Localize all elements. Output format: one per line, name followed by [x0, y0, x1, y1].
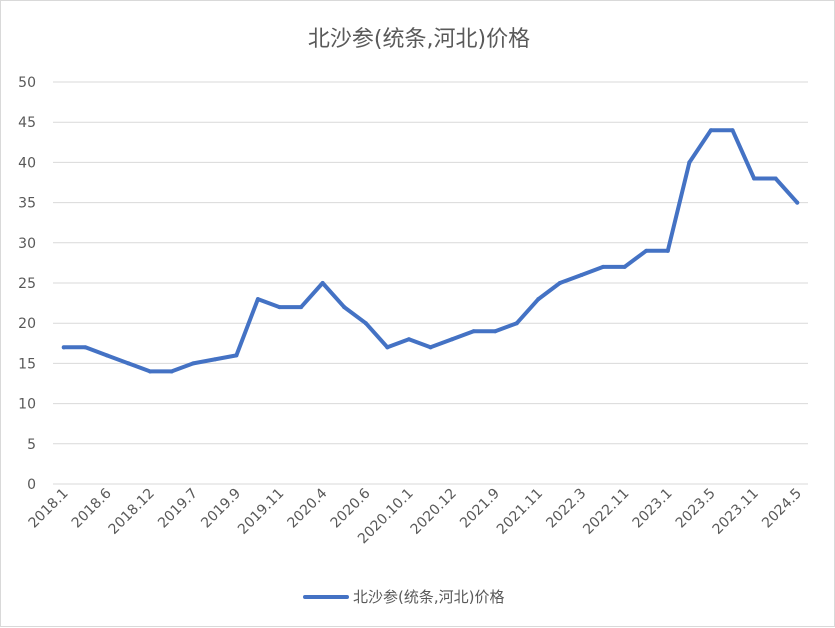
- data-point: [104, 353, 109, 358]
- data-point: [687, 160, 692, 165]
- x-tick-label: 2020.12: [408, 486, 460, 538]
- data-point: [428, 345, 433, 350]
- y-tick-label: 50: [18, 75, 36, 91]
- data-point: [450, 337, 455, 342]
- data-point: [83, 345, 88, 350]
- data-point: [514, 321, 519, 326]
- data-point: [644, 248, 649, 253]
- data-point: [126, 361, 131, 366]
- data-point: [471, 329, 476, 334]
- y-tick-label: 40: [18, 155, 36, 171]
- x-tick-label: 2019.7: [155, 486, 201, 532]
- data-point: [795, 200, 800, 205]
- y-tick-label: 30: [18, 236, 36, 252]
- y-tick-label: 10: [18, 397, 36, 413]
- y-tick-label: 5: [27, 437, 36, 453]
- data-point: [752, 176, 757, 181]
- data-point: [557, 281, 562, 285]
- data-point: [665, 248, 670, 253]
- data-point: [622, 264, 627, 269]
- data-point: [148, 369, 153, 374]
- y-tick-label: 20: [18, 316, 36, 332]
- data-point: [255, 297, 260, 302]
- x-tick-label: 2019.11: [235, 486, 287, 538]
- data-point: [191, 361, 196, 366]
- chart-title: 北沙参(统条,河北)价格: [308, 27, 530, 52]
- data-point: [342, 305, 347, 310]
- data-point: [385, 345, 390, 350]
- x-tick-label: 2024.5: [759, 486, 805, 532]
- data-point: [708, 128, 713, 133]
- y-tick-label: 35: [18, 196, 36, 212]
- series-layer: [61, 128, 800, 374]
- data-point: [536, 297, 541, 302]
- y-tick-label: 0: [27, 477, 36, 493]
- gridlines: [53, 81, 808, 485]
- data-point: [601, 264, 606, 269]
- x-tick-label: 2022.11: [580, 486, 632, 538]
- data-point: [234, 353, 239, 358]
- data-point: [493, 329, 498, 334]
- data-point: [406, 337, 411, 342]
- data-point: [730, 128, 735, 133]
- x-axis-ticks: 2018.12018.62018.122019.72019.92019.1120…: [26, 485, 805, 547]
- data-point: [579, 272, 584, 277]
- legend: 北沙参(统条,河北)价格: [303, 588, 504, 606]
- x-tick-label: 2018.12: [106, 486, 158, 538]
- data-point: [773, 176, 778, 181]
- data-point: [320, 281, 325, 285]
- y-tick-label: 25: [18, 276, 36, 292]
- x-tick-label: 2021.11: [494, 486, 546, 538]
- x-tick-label: 2023.11: [710, 486, 762, 538]
- y-tick-label: 15: [18, 356, 36, 372]
- y-axis-ticks: 0 5 10 15 20 25 30 35 40 45 50: [18, 75, 36, 493]
- x-tick-label: 2020.4: [285, 485, 331, 531]
- y-tick-label: 45: [18, 115, 36, 131]
- series-line: [61, 128, 800, 374]
- data-point: [61, 345, 66, 350]
- x-tick-label: 2023.1: [630, 486, 676, 532]
- data-point: [299, 305, 304, 310]
- data-point: [169, 369, 174, 374]
- data-point: [363, 321, 368, 326]
- data-point: [277, 305, 282, 310]
- legend-label: 北沙参(统条,河北)价格: [353, 588, 504, 606]
- data-point: [212, 357, 217, 362]
